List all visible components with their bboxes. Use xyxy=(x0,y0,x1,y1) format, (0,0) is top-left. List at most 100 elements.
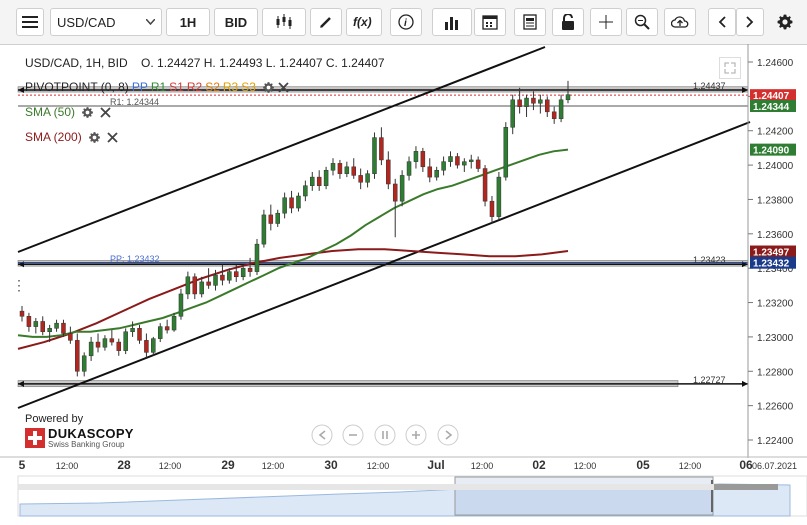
candle xyxy=(47,324,52,343)
time-tick-label: 12:00 xyxy=(574,461,597,471)
pivot-level-r1[interactable]: R1 xyxy=(150,80,167,94)
fullscreen-button[interactable] xyxy=(719,57,741,79)
pivot-level-s2[interactable]: S2 xyxy=(205,80,220,94)
close-icon[interactable] xyxy=(100,106,111,118)
candle-body xyxy=(323,169,329,186)
sma50-label[interactable]: SMA (50) xyxy=(25,105,76,119)
scroll-left-button[interactable] xyxy=(708,8,736,36)
zoom-out-button[interactable] xyxy=(342,424,364,446)
symbol-select[interactable]: USD/CAD xyxy=(50,8,162,36)
candle xyxy=(81,352,87,377)
candle xyxy=(558,94,564,123)
indicators-button[interactable]: f(x) xyxy=(346,8,382,36)
candle xyxy=(178,288,184,320)
price-type-select[interactable]: BID xyxy=(214,8,258,36)
volume-button[interactable] xyxy=(432,8,472,36)
candle-body xyxy=(379,137,384,161)
drag-handle-icon[interactable]: ⋮ xyxy=(12,277,26,293)
pivot-indicator-label[interactable]: PIVOTPOINT (0, 8) xyxy=(25,80,129,94)
pause-button[interactable] xyxy=(374,424,396,446)
candle-body xyxy=(206,281,211,286)
calendar-button[interactable] xyxy=(474,8,506,36)
pivot-level-r3[interactable]: R3 xyxy=(222,80,239,94)
pivot-level-pp[interactable]: PP xyxy=(131,80,148,94)
navigator[interactable] xyxy=(17,424,807,517)
trend-channel[interactable] xyxy=(17,46,751,409)
pivot-level-s3[interactable]: S3 xyxy=(241,80,256,94)
time-tick-label: 12:00 xyxy=(159,461,182,471)
chevron-right-icon xyxy=(746,16,754,28)
sma200-line xyxy=(17,248,569,350)
channel-upper-line[interactable] xyxy=(17,46,546,253)
pivot-level-s1[interactable]: S1 xyxy=(169,80,184,94)
navigator-window[interactable] xyxy=(454,476,714,516)
candle-body xyxy=(26,316,32,327)
bar-chart-icon xyxy=(445,17,458,30)
candle-body xyxy=(164,326,170,331)
price-tag: 1.23497 xyxy=(750,245,796,259)
chevron-left-icon xyxy=(718,16,726,28)
candle xyxy=(261,209,267,248)
candle xyxy=(510,94,515,135)
navigator-scrollbar[interactable] xyxy=(18,484,778,490)
candles xyxy=(19,80,571,377)
gear-icon[interactable] xyxy=(262,81,275,94)
svg-text:i: i xyxy=(404,18,407,29)
time-axis: 5 12:00 28 12:00 29 12:00 30 12:00 Jul 12:00 02 12:… xyxy=(0,456,807,472)
pivot-level-r2[interactable]: R2 xyxy=(186,80,203,94)
candle-body xyxy=(427,166,433,178)
candle xyxy=(351,158,356,179)
timeframe-label: 1H xyxy=(179,14,197,30)
candle-body xyxy=(482,168,488,202)
candle-body xyxy=(455,156,460,166)
level-label: 1.24437 xyxy=(693,81,726,91)
nav-button-circle xyxy=(437,424,459,446)
gear-icon[interactable] xyxy=(81,106,94,119)
price-tick-label: 1.24200 xyxy=(757,127,794,138)
draw-tool-button[interactable] xyxy=(310,8,342,36)
candle xyxy=(441,156,446,176)
upload-button[interactable] xyxy=(664,8,696,36)
expand-icon xyxy=(724,62,736,74)
candle-body xyxy=(503,127,509,178)
info-button[interactable]: i xyxy=(390,8,422,36)
candle xyxy=(475,156,481,172)
navigator-scroll-thumb[interactable] xyxy=(714,484,778,490)
zoom-button[interactable] xyxy=(626,8,658,36)
crosshair-button[interactable] xyxy=(590,8,622,36)
scroll-back-button[interactable] xyxy=(311,424,333,446)
gear-icon[interactable] xyxy=(88,131,101,144)
candle-body xyxy=(178,293,184,317)
close-icon[interactable] xyxy=(107,131,118,143)
zoom-in-button[interactable] xyxy=(405,424,427,446)
price-tag-bg xyxy=(750,245,796,258)
candle-body xyxy=(510,99,515,128)
lock-button[interactable] xyxy=(552,8,584,36)
chart-type-button[interactable] xyxy=(262,8,306,36)
sma50-indicator-row: SMA (50) xyxy=(25,105,111,119)
candle-body xyxy=(475,159,481,169)
timeframe-select[interactable]: 1H xyxy=(166,8,210,36)
time-tick-label: 28 xyxy=(117,458,131,472)
scroll-forward-button[interactable] xyxy=(437,424,459,446)
candle xyxy=(192,273,198,300)
scroll-right-button[interactable] xyxy=(736,8,764,36)
time-tick-label: 12:00 xyxy=(679,461,702,471)
lock-icon xyxy=(562,14,574,30)
candle-body xyxy=(68,333,73,341)
time-tick-label: 05 xyxy=(636,458,650,472)
menu-button[interactable] xyxy=(16,8,44,36)
magnifier-icon xyxy=(634,14,650,30)
candle xyxy=(171,312,177,332)
channel-lower-line[interactable] xyxy=(17,121,751,409)
close-icon[interactable] xyxy=(278,81,289,93)
candle xyxy=(358,168,363,190)
news-button[interactable] xyxy=(514,8,546,36)
sma200-label[interactable]: SMA (200) xyxy=(25,130,82,144)
candle xyxy=(482,165,488,207)
settings-button[interactable] xyxy=(770,8,800,36)
candle-body xyxy=(538,99,543,104)
candle-body xyxy=(310,176,315,186)
pause-icon xyxy=(382,431,388,439)
